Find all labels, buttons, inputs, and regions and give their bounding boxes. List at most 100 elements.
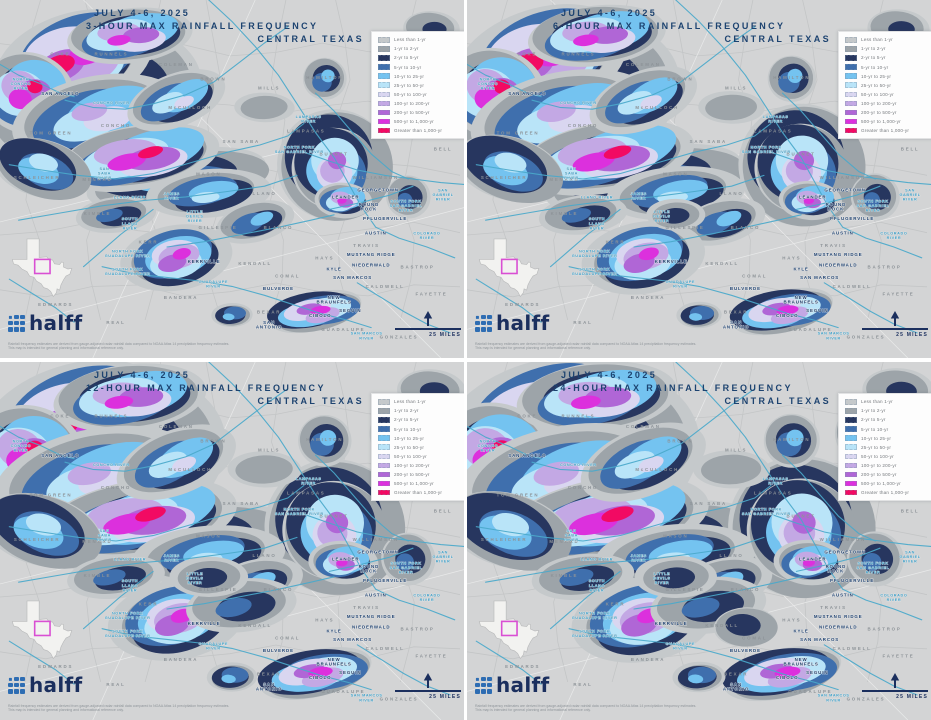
map-label-river: SOUTH LLANO RIVER bbox=[589, 217, 605, 230]
river-line bbox=[823, 644, 918, 696]
map-label-city: SAN MARCOS bbox=[333, 275, 372, 280]
map-label-river: SAN MARCOS RIVER bbox=[351, 332, 383, 341]
rainfall-map-panel-24hr: COKE RUNNELS COLEMAN BROWN TOM GREEN CONCHO Mc… bbox=[467, 362, 931, 720]
rainfall-blob bbox=[381, 532, 436, 586]
map-label-city: SAN ANGELO bbox=[508, 453, 546, 458]
legend-swatch bbox=[845, 64, 857, 70]
map-label-county: SAN SABA bbox=[690, 139, 727, 144]
river-line bbox=[781, 454, 876, 542]
map-label-city: KERRVILLE bbox=[188, 621, 221, 626]
map-label-county: BLANCO bbox=[264, 225, 294, 230]
map-label-county: HAMILTON bbox=[306, 75, 343, 80]
legend-label: Less than 1-yr bbox=[861, 37, 893, 43]
scale-bar-label: 25 MILES bbox=[429, 694, 461, 700]
legend-swatch bbox=[845, 37, 857, 43]
map-label-city: KERRVILLE bbox=[188, 259, 221, 264]
legend-item: 1-yr to 2-yr bbox=[378, 46, 464, 52]
map-label-county: COLEMAN bbox=[159, 62, 194, 67]
texas-outline-icon bbox=[11, 600, 73, 660]
legend-swatch bbox=[378, 435, 390, 441]
map-label-county: BLANCO bbox=[264, 587, 294, 592]
map-label-city: AUSTIN bbox=[365, 593, 387, 598]
map-label-county: MENARD bbox=[82, 177, 112, 182]
legend-swatch bbox=[378, 82, 390, 88]
legend-swatch bbox=[378, 64, 390, 70]
map-label-city: NIEDERWALD bbox=[352, 263, 390, 268]
river-line bbox=[356, 282, 451, 334]
legend-label: 100-yr to 200-yr bbox=[394, 462, 430, 468]
map-label-county: BELL bbox=[901, 508, 920, 513]
map-label-county: SCHLEICHER bbox=[481, 175, 528, 180]
scale-bar: 25 MILES bbox=[395, 673, 461, 700]
north-arrow-icon bbox=[890, 673, 900, 688]
map-label-river: SAN MARCOS RIVER bbox=[818, 694, 850, 703]
north-arrow-icon bbox=[423, 673, 433, 688]
rainfall-map: COKE RUNNELS COLEMAN BROWN TOM GREEN CONCHO Mc… bbox=[0, 362, 464, 720]
river-line bbox=[549, 208, 621, 268]
map-label-river: LAMPASAS RIVER bbox=[296, 115, 322, 124]
map-title-region: CENTRAL TEXAS bbox=[724, 396, 831, 406]
map-label-county: GUADALUPE bbox=[321, 327, 365, 332]
map-label-city: SAN MARCOS bbox=[800, 637, 839, 642]
map-label-county: TOM GREEN bbox=[30, 130, 73, 135]
legend-item: 50-yr to 100-yr bbox=[845, 453, 931, 460]
map-label-county: EDWARDS bbox=[505, 664, 540, 669]
legend-label: 5-yr to 10-yr bbox=[861, 426, 889, 432]
legend-item: 2-yr to 5-yr bbox=[378, 55, 464, 61]
map-label-county: RUNNELS bbox=[561, 414, 595, 419]
legend-label: 5-yr to 10-yr bbox=[861, 64, 889, 70]
disclaimer-line-1: Rainfall frequency estimates are derived… bbox=[8, 342, 230, 346]
map-label-county: MILLS bbox=[258, 448, 280, 453]
legend-item: 10-yr to 25-yr bbox=[845, 435, 931, 441]
legend-item: Greater than 1,000-yr bbox=[845, 127, 931, 134]
rivers bbox=[467, 0, 931, 334]
map-label-river: JAMES RIVER bbox=[164, 192, 180, 201]
map-label-county: KIMBLE bbox=[551, 211, 579, 216]
map-label-river: SOUTH FORK SAN GABRIEL RIVER bbox=[857, 561, 890, 574]
legend-item: Greater than 1,000-yr bbox=[378, 127, 464, 134]
river-line bbox=[101, 628, 372, 691]
rainfall-blob bbox=[846, 531, 904, 587]
river-line bbox=[0, 63, 75, 98]
map-label-county: BEXAR bbox=[257, 309, 281, 314]
legend-item: 2-yr to 5-yr bbox=[845, 55, 931, 61]
river-line bbox=[208, 362, 456, 621]
map-label-county: GILLESPIE bbox=[666, 225, 705, 230]
disclaimer-text: Rainfall frequency estimates are derived… bbox=[8, 704, 270, 713]
river-line bbox=[568, 266, 839, 329]
map-label-river: NORTH FORK SAN GABRIEL RIVER bbox=[742, 146, 791, 155]
legend-item: Less than 1-yr bbox=[845, 37, 931, 43]
legend-label: Greater than 1,000-yr bbox=[861, 128, 910, 134]
map-title-duration: 12-HOUR MAX RAINFALL FREQUENCY bbox=[86, 383, 326, 393]
map-label-county: KERR bbox=[606, 601, 626, 606]
map-label-city: MUSTANG RIDGE bbox=[814, 614, 863, 619]
map-label-river: SOUTH FORK GUADALUPE RIVER bbox=[105, 629, 151, 638]
map-label-county: GILLESPIE bbox=[666, 587, 705, 592]
map-label-city: NIEDERWALD bbox=[819, 263, 857, 268]
map-label-county: GONZALES bbox=[847, 334, 886, 339]
map-label-county: HAYS bbox=[782, 618, 801, 623]
rivers bbox=[467, 362, 931, 696]
map-label-river: SAN GABRIEL RIVER bbox=[432, 551, 453, 564]
map-label-city: GEORGETOWN bbox=[824, 188, 866, 193]
map-label-county: BROWN bbox=[200, 439, 226, 444]
rainfall-blob bbox=[53, 363, 207, 433]
map-label-city: ROUND ROCK bbox=[826, 564, 847, 574]
map-label-county: BLANCO bbox=[731, 225, 761, 230]
legend-item: Greater than 1,000-yr bbox=[845, 489, 931, 496]
map-label-city: SAN ANTONIO bbox=[723, 320, 749, 330]
river-line bbox=[467, 425, 542, 460]
legend-item: 5-yr to 10-yr bbox=[845, 64, 931, 70]
map-label-county: MASON bbox=[196, 171, 221, 176]
map-title-region: CENTRAL TEXAS bbox=[724, 34, 831, 44]
map-label-county: BEXAR bbox=[257, 671, 281, 676]
map-label-city: SAN ANTONIO bbox=[256, 682, 282, 692]
river-line bbox=[303, 513, 464, 547]
legend-swatch bbox=[845, 399, 857, 405]
map-label-city: KYLE bbox=[793, 266, 808, 271]
map-label-city: BULVERDE bbox=[263, 648, 294, 653]
river-line bbox=[795, 547, 881, 572]
map-label-river: CONCHO RIVER bbox=[93, 463, 130, 467]
legend-label: 500-yr to 1,000-yr bbox=[861, 119, 901, 125]
rainfall-map: COKE RUNNELS COLEMAN BROWN TOM GREEN CONCHO Mc… bbox=[467, 0, 931, 358]
